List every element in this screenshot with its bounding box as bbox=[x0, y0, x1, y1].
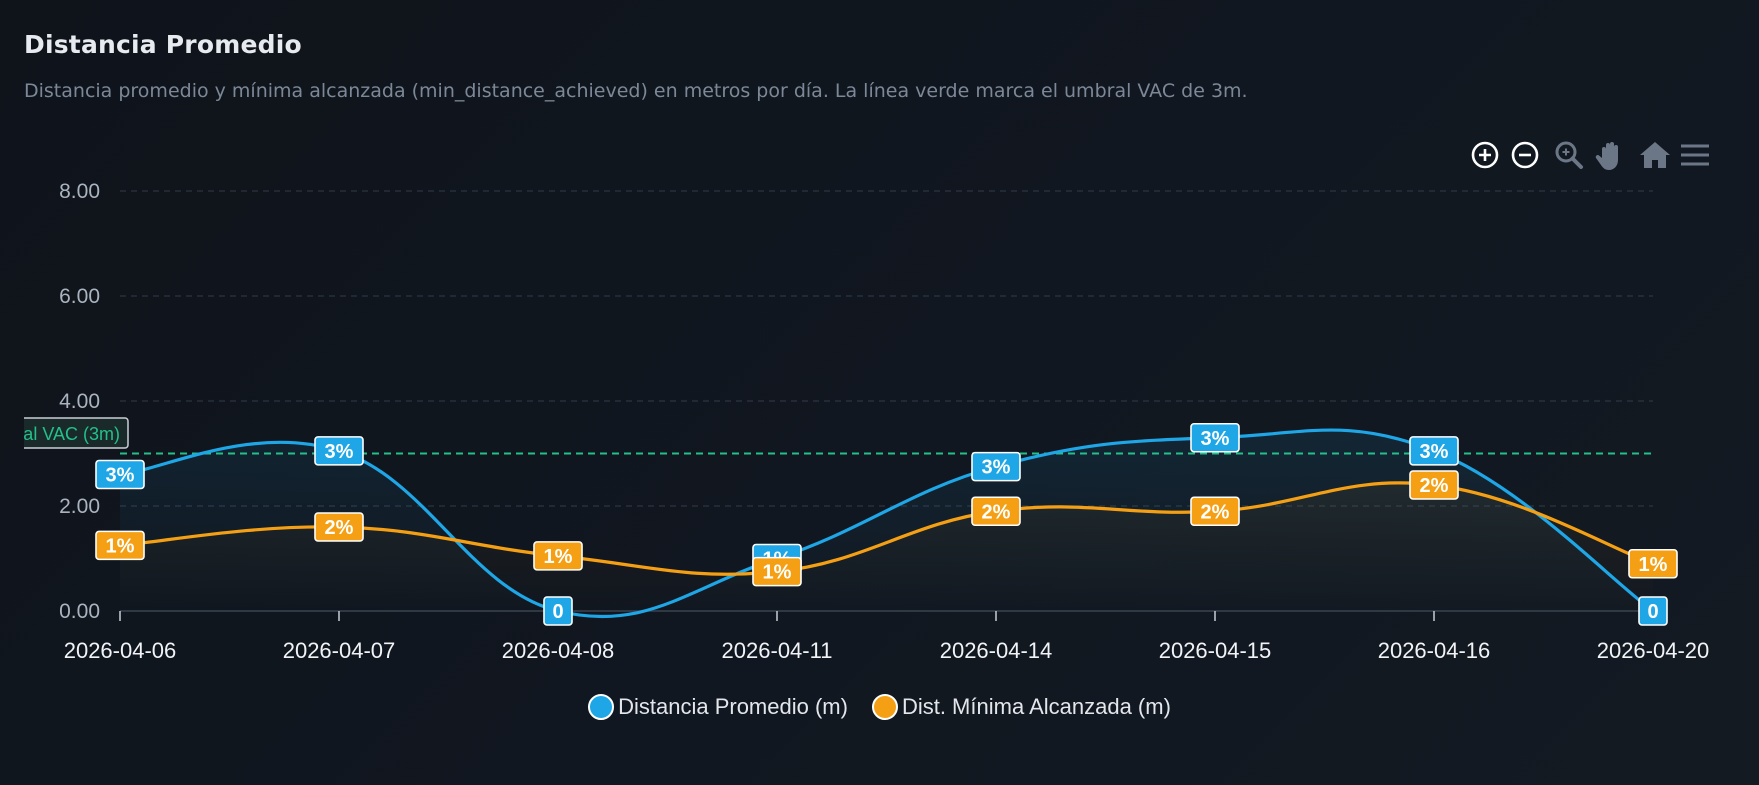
legend-marker-distancia-promedio bbox=[588, 694, 615, 720]
data-label: 1% bbox=[533, 541, 583, 571]
menu-icon[interactable] bbox=[1676, 136, 1714, 174]
legend-item-dist-minima[interactable]: Dist. Mínima Alcanzada (m) bbox=[871, 694, 1171, 720]
x-tick-label: 2026-04-14 bbox=[940, 638, 1053, 663]
threshold-label-box bbox=[24, 417, 129, 449]
pan-hand-icon[interactable] bbox=[1592, 136, 1630, 174]
data-label-box bbox=[1190, 422, 1240, 453]
data-label-box bbox=[543, 596, 573, 626]
data-label: 3% bbox=[971, 451, 1021, 482]
data-label-text: 3% bbox=[1420, 441, 1449, 463]
data-label: 3% bbox=[1409, 436, 1459, 466]
y-tick-label: 4.00 bbox=[59, 390, 100, 413]
data-label-text: 1% bbox=[763, 562, 792, 584]
data-label: 1% bbox=[1628, 548, 1678, 579]
x-tick-label: 2026-04-06 bbox=[64, 638, 177, 663]
y-tick-label: 8.00 bbox=[59, 180, 100, 203]
chart-title: Distancia Promedio bbox=[24, 30, 302, 59]
data-label: 2% bbox=[1190, 496, 1240, 527]
data-label-text: 0 bbox=[1647, 601, 1658, 623]
chart-legend: Distancia Promedio (m) Dist. Mínima Alca… bbox=[0, 688, 1759, 726]
data-label-text: 0 bbox=[552, 601, 563, 623]
data-label-text: 1% bbox=[544, 546, 573, 568]
x-tick-label: 2026-04-08 bbox=[502, 638, 615, 663]
data-label: 3% bbox=[314, 436, 364, 466]
threshold-label: Umbral VAC (3m) bbox=[0, 424, 120, 444]
data-label: 0 bbox=[543, 596, 573, 626]
data-label: 2% bbox=[314, 512, 364, 542]
data-label-text: 1% bbox=[1639, 554, 1668, 576]
data-label: 0 bbox=[1638, 596, 1668, 626]
chart-subtitle: Distancia promedio y mínima alcanzada (m… bbox=[24, 80, 1248, 102]
data-label-box bbox=[314, 436, 364, 466]
data-label: 2% bbox=[971, 496, 1021, 527]
x-tick-label: 2026-04-07 bbox=[283, 638, 396, 663]
data-label-text: 2% bbox=[1420, 475, 1449, 497]
data-label-box bbox=[95, 459, 145, 490]
data-label: 2% bbox=[1409, 470, 1459, 500]
home-reset-icon[interactable] bbox=[1636, 136, 1674, 174]
data-label-box bbox=[1628, 548, 1678, 579]
y-tick-label: 6.00 bbox=[59, 285, 100, 308]
data-label-box bbox=[314, 512, 364, 542]
legend-label-dist-minima: Dist. Mínima Alcanzada (m) bbox=[901, 694, 1171, 719]
data-label: 1% bbox=[95, 530, 145, 561]
data-label-text: 3% bbox=[325, 441, 354, 463]
data-label-box bbox=[1638, 596, 1668, 626]
data-label-box bbox=[533, 541, 583, 571]
data-label-text: 3% bbox=[1201, 428, 1230, 450]
legend-label-distancia-promedio: Distancia Promedio (m) bbox=[618, 694, 848, 719]
y-tick-label: 2.00 bbox=[59, 495, 100, 518]
data-label-text: 2% bbox=[982, 501, 1011, 523]
data-label-box bbox=[1409, 436, 1459, 466]
x-tick-label: 2026-04-20 bbox=[1597, 638, 1710, 663]
legend-marker-dist-minima bbox=[871, 694, 898, 720]
data-label: 3% bbox=[95, 459, 145, 490]
data-label-text: 2% bbox=[325, 517, 354, 539]
data-label-text: 2% bbox=[1201, 501, 1230, 523]
data-label-text: 1% bbox=[106, 535, 135, 557]
x-tick-label: 2026-04-16 bbox=[1378, 638, 1491, 663]
zoom-select-icon[interactable] bbox=[1550, 136, 1588, 174]
y-tick-label: 0.00 bbox=[59, 600, 100, 623]
data-label-text: 3% bbox=[982, 457, 1011, 479]
data-label-box bbox=[95, 530, 145, 561]
data-label-box bbox=[752, 556, 802, 587]
legend-item-distancia-promedio[interactable]: Distancia Promedio (m) bbox=[588, 694, 848, 720]
zoom-in-icon[interactable] bbox=[1466, 136, 1504, 174]
threshold-label-group: Umbral VAC (3m) bbox=[0, 417, 129, 449]
data-label-box bbox=[1409, 470, 1459, 500]
data-label-box bbox=[971, 451, 1021, 482]
data-label-box bbox=[1190, 496, 1240, 527]
data-label-text: 3% bbox=[106, 465, 135, 487]
series-area-2 bbox=[120, 482, 1653, 611]
data-label-box bbox=[971, 496, 1021, 527]
x-tick-label: 2026-04-11 bbox=[722, 638, 833, 663]
zoom-out-icon[interactable] bbox=[1506, 136, 1544, 174]
data-label: 1% bbox=[752, 556, 802, 587]
data-label: 3% bbox=[1190, 422, 1240, 453]
x-tick-label: 2026-04-15 bbox=[1159, 638, 1272, 663]
